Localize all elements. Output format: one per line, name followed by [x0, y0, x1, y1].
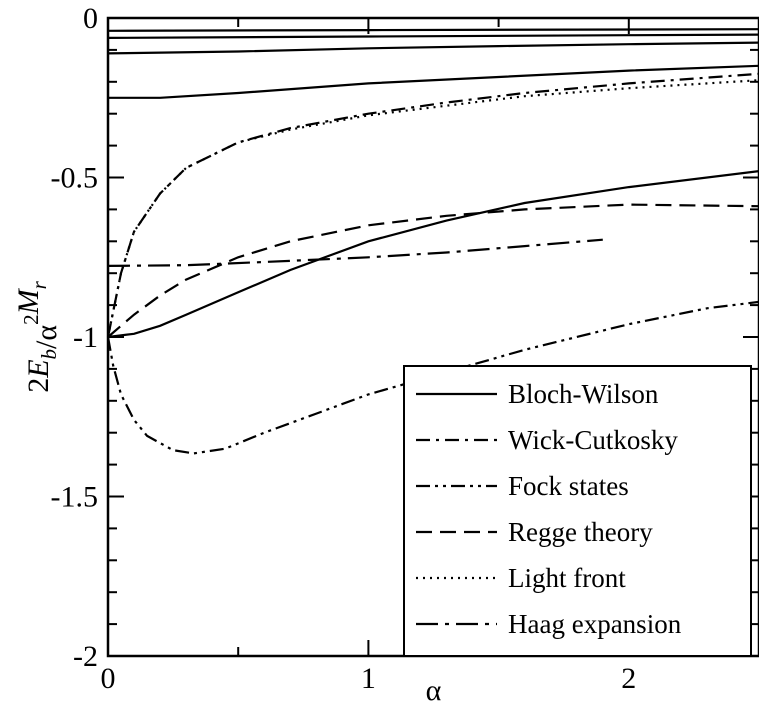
legend-label: Haag expansion: [508, 609, 682, 639]
y-axis-label-main: 2Eb/α2Mr: [12, 280, 63, 392]
series-line-1: [108, 64, 759, 99]
x-tick-label: 2: [621, 662, 636, 695]
y-tick-label: -1.5: [51, 481, 99, 514]
series-line-5: [106, 72, 759, 338]
y-tick-label: -2: [73, 640, 98, 673]
legend-label: Wick-Cutkosky: [508, 425, 678, 455]
legend-box: [403, 365, 752, 657]
x-axis-label: α: [426, 674, 442, 706]
legend-label: Regge theory: [508, 517, 653, 547]
series-line-6: [106, 300, 759, 455]
series-line-4: [107, 28, 759, 32]
legend-label: Fock states: [508, 471, 629, 501]
series-line-0: [107, 170, 759, 339]
x-tick-label: 0: [101, 662, 116, 695]
y-tick-label: -0.5: [51, 162, 99, 195]
legend-label: Light front: [508, 563, 626, 593]
y-axis-label: 2Eb/α2Mr: [12, 280, 63, 392]
y-tick-label: 0: [83, 2, 98, 35]
series-line-8: [106, 79, 759, 338]
x-tick-label: 1: [361, 662, 376, 695]
y-tick-label: -1: [73, 321, 98, 354]
legend-label: Bloch-Wilson: [508, 379, 659, 409]
series-line-2: [107, 41, 759, 55]
series-line-3: [107, 33, 759, 39]
series-line-9: [107, 238, 603, 267]
series-line-7: [107, 203, 759, 338]
legend: Bloch-Wilson Wick-Cutkosky Fock states Regg…: [403, 365, 752, 657]
axes-layer: 0 1 2 0 -0.5 -1 -1.5 -2: [51, 2, 759, 695]
